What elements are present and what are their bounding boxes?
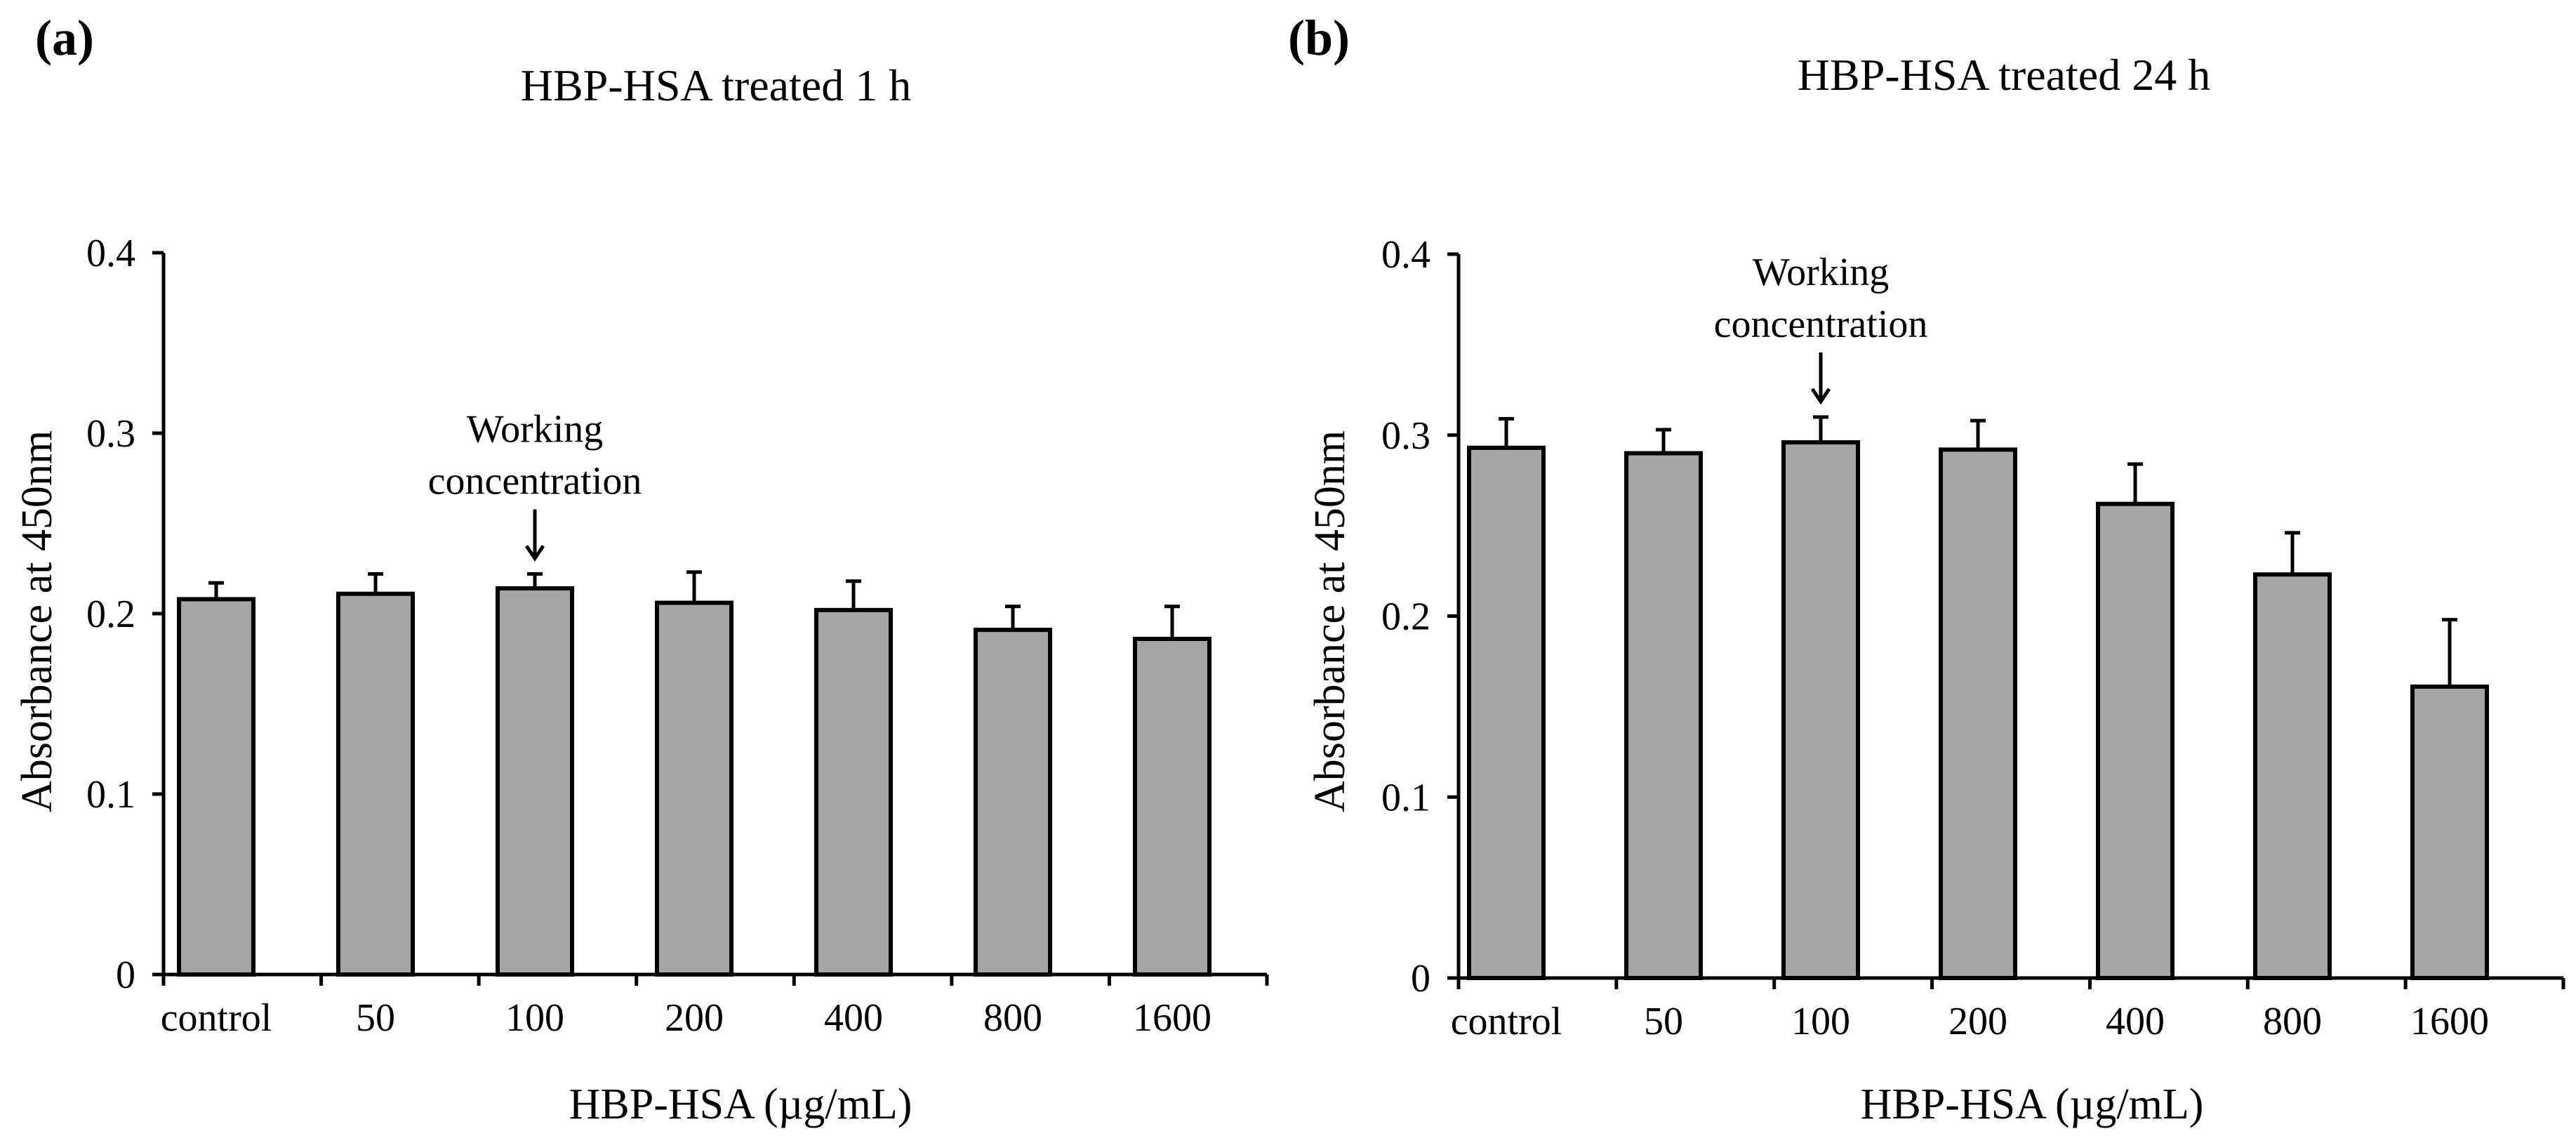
panel-a-x-tick-label: control [161, 996, 272, 1040]
panel-b-bar [2410, 685, 2489, 981]
panel-a-label: (a) [35, 10, 94, 66]
panel-a-x-tick-label: 800 [983, 996, 1042, 1040]
panel-a-x-tick-label: 200 [665, 996, 724, 1040]
panel-a-plot-area: 0 0.1 0.2 0.3 0.4 control 50 100 200 400 800 1600 Wo… [86, 232, 1269, 1040]
panel-b-x-tick-label: control [1451, 1000, 1562, 1043]
panel-a-y-tick-label: 0.1 [86, 773, 135, 817]
panel-a-y-axis-title: Absorbance at 450nm [13, 430, 61, 812]
panel-b-y-tick-label: 0.1 [1381, 776, 1430, 819]
panel-a-x-tick-label: 100 [505, 996, 564, 1040]
panel-b-bar [1781, 440, 1860, 980]
panel-b-bar [1624, 451, 1703, 980]
panel-a-bar [496, 586, 574, 977]
panel-a-x-tick-label: 400 [824, 996, 883, 1040]
panel-b-bar [2096, 501, 2175, 980]
panel-b-x-tick-label: 800 [2263, 1000, 2322, 1043]
panel-a-title: HBP-HSA treated 1 h [521, 60, 911, 110]
panel-b-x-tick-label: 1600 [2410, 1000, 2489, 1043]
panel-a-bar [814, 607, 893, 977]
panel-b-y-tick-label: 0.2 [1381, 595, 1430, 639]
panel-a: (a) HBP-HSA treated 1 h Absorbance at 45… [13, 10, 1269, 1128]
panel-b-label: (b) [1288, 10, 1350, 66]
panel-a-x-tick-label: 50 [356, 996, 395, 1040]
panel-a-bar [177, 597, 255, 977]
panel-a-bar [655, 600, 733, 977]
panel-b-y-tick-label: 0.3 [1381, 414, 1430, 458]
panel-a-bar [336, 591, 415, 977]
panel-b-annotation-line-1: Working [1753, 251, 1890, 294]
panel-a-bar [1133, 636, 1211, 977]
panel-b-x-tick-label: 100 [1791, 1000, 1850, 1043]
panel-b-x-axis-title: HBP-HSA (µg/mL) [1861, 1081, 2204, 1128]
panel-b-plot-area: 0 0.1 0.2 0.3 0.4 control 50 100 200 400 800 1600 Wo… [1381, 233, 2565, 1043]
panel-a-annotation-line-2: concentration [428, 459, 642, 503]
panel-a-y-tick-label: 0.3 [86, 412, 135, 456]
panel-a-annotation-line-1: Working [467, 407, 604, 451]
panel-b-x-tick-label: 50 [1644, 1000, 1683, 1043]
panel-a-annotation-arrow-head [524, 545, 545, 562]
panel-b-x-tick-label: 400 [2106, 1000, 2165, 1043]
panel-b: (b) HBP-HSA treated 24 h Absorbance at 4… [1288, 10, 2565, 1128]
panel-b-y-tick-label: 0.4 [1381, 233, 1430, 277]
panel-a-y-tick-label: 0.2 [86, 593, 135, 636]
panel-b-bar [2253, 572, 2332, 980]
panel-a-x-axis-title: HBP-HSA (µg/mL) [569, 1081, 912, 1128]
panel-b-y-axis-title: Absorbance at 450nm [1306, 430, 1354, 812]
panel-a-bar [974, 628, 1052, 977]
panel-a-x-tick-label: 1600 [1133, 996, 1211, 1040]
panel-b-x-tick-label: 200 [1948, 1000, 2007, 1043]
panel-b-bar [1467, 445, 1546, 980]
panel-b-title: HBP-HSA treated 24 h [1798, 50, 2210, 100]
panel-b-bar [1939, 447, 2017, 980]
panel-b-annotation-line-2: concentration [1714, 303, 1928, 346]
panel-a-y-tick-label: 0 [116, 953, 135, 997]
panel-a-y-tick-label: 0.4 [86, 232, 135, 275]
panel-b-y-tick-label: 0 [1411, 957, 1430, 1000]
panel-b-annotation-arrow-head [1810, 388, 1831, 405]
